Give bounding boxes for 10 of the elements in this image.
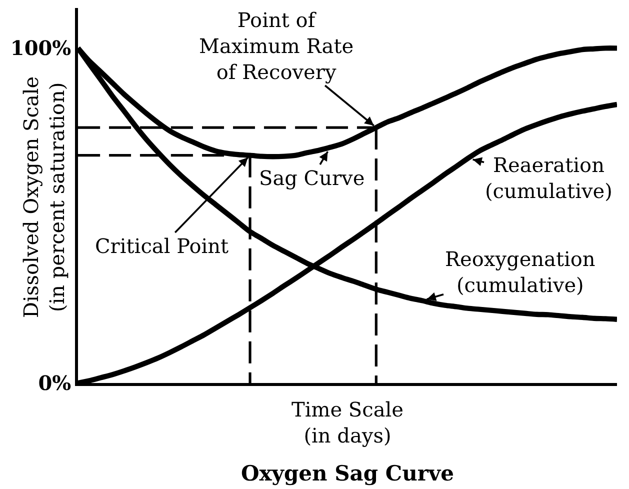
series-label: Reaeration (cumulative) [485, 153, 612, 203]
text: Oxygen Sag Curve [240, 460, 454, 486]
y-tick-label: 0% [38, 371, 72, 395]
y-axis-title: Dissolved Oxygen Scale (in percent saturation) [19, 76, 69, 318]
series-label: Reoxygenation (cumulative) [445, 247, 596, 297]
y-tick-label: 100% [10, 36, 72, 60]
annotation: Critical Point [95, 234, 229, 258]
series-label: Sag Curve [259, 166, 365, 190]
x-axis-title: Time Scale (in days) [292, 397, 404, 448]
annotation: Point of Maximum Rate of Recovery [199, 8, 354, 84]
